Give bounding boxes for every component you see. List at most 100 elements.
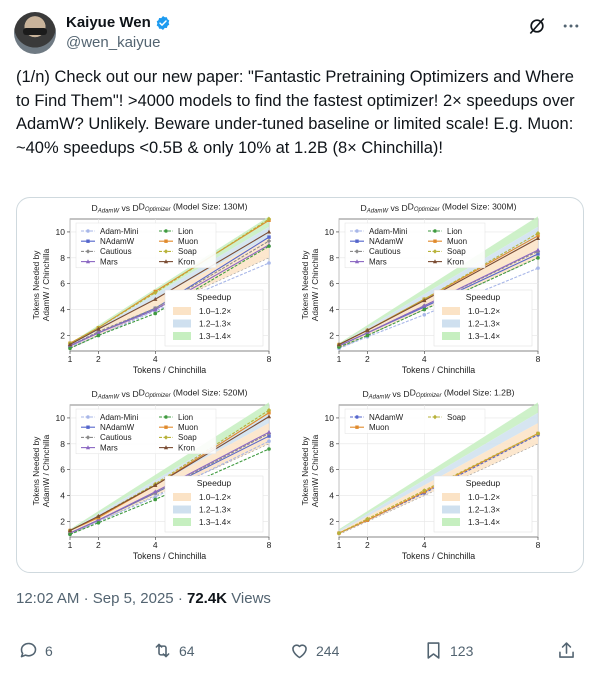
series-line [69,240,270,347]
data-point [96,330,101,335]
speedup-legend: Speedup 1.0–1.2× 1.2–1.3× 1.3–1.4× [433,289,533,347]
speedup-label: 1.0–1.2× [468,493,500,502]
data-point [153,489,158,494]
x-tick-label: 1 [337,354,342,364]
tweet-time[interactable]: 12:02 AM [16,590,80,607]
share-button[interactable] [556,640,577,661]
legend-label: Kron [178,443,195,452]
legend-label: Mars [100,257,118,266]
author-handle[interactable]: @wen_kaiyue [66,34,161,51]
data-point [153,497,158,502]
speedup-label: 1.3–1.4× [199,332,231,341]
action-bar: 6 64 244 123 [18,640,578,664]
like-button[interactable]: 244 [289,640,339,661]
y-axis-label-line-2: AdamW / Chinchilla [41,434,51,507]
speedup-band [70,226,269,346]
speedup-legend-title: Speedup [466,292,501,302]
x-axis-label: Tokens / Chinchilla [402,365,475,375]
share-icon [559,642,574,658]
y-tick-label: 8 [329,439,334,449]
chart-panel: DAdamW vs DDOptimizer (Model Size: 1.2B)… [300,388,541,562]
legend-label: Lion [178,413,193,422]
speedup-swatch [442,505,460,514]
data-point [432,414,438,420]
speedup-band [339,226,538,346]
speedup-swatch [173,307,191,315]
author-name-row[interactable]: Kaiyue Wen [66,14,171,31]
repost-button[interactable]: 64 [152,640,195,661]
series-line [338,432,539,534]
data-point [365,516,370,522]
y-tick-label: 8 [329,253,334,263]
avatar[interactable] [14,12,56,54]
y-axis-label-line-2: AdamW / Chinchilla [41,248,51,321]
legend-label: NAdamW [100,423,135,432]
tweet-date[interactable]: Sep 5, 2025 [92,590,174,607]
data-point [535,236,541,241]
data-point [68,532,72,537]
header-actions [527,16,581,36]
data-point [68,346,72,351]
speedup-legend-title: Speedup [466,478,501,488]
y-axis-label-line-2: AdamW / Chinchilla [310,434,320,507]
data-point [164,239,168,243]
speedup-label: 1.2–1.3× [468,320,500,329]
meta-separator: · [83,590,93,607]
speedup-label: 1.3–1.4× [468,332,500,341]
legend-label: Mars [369,257,387,266]
data-point [365,333,370,338]
x-tick-label: 4 [153,540,158,550]
grok-icon[interactable] [527,16,547,36]
data-point [267,244,271,248]
data-point [355,239,359,243]
speedup-swatch [173,505,191,514]
data-point [163,259,169,264]
legend-label: Cautious [100,433,132,442]
more-options-icon[interactable] [561,16,581,36]
series-line [338,257,539,348]
data-point [96,517,101,522]
bookmark-button[interactable]: 123 [423,640,473,661]
speedup-swatch [173,518,191,526]
verified-badge-icon [156,15,170,30]
data-point [365,330,370,335]
data-point [355,415,359,419]
y-tick-label: 6 [60,465,65,475]
data-point [85,249,91,254]
meta-separator: · [177,590,187,607]
data-point [266,216,272,222]
speedup-label: 1.2–1.3× [199,506,231,515]
data-point [267,261,271,265]
bookmark-count: 123 [450,642,474,659]
x-tick-label: 8 [267,540,272,550]
legend-label: Adam-Mini [100,413,138,422]
data-point [85,445,91,450]
data-point [86,239,90,243]
series-line [69,262,270,348]
views-count[interactable]: 72.4K [186,590,228,607]
speedup-swatch [173,332,191,340]
series-line [338,249,539,347]
data-point [365,327,370,332]
data-point [536,252,540,256]
y-tick-label: 2 [329,330,334,340]
legend-label: Cautious [369,247,401,256]
speedup-legend: Speedup 1.0–1.2× 1.2–1.3× 1.3–1.4× [433,475,533,533]
speedup-swatch [442,319,460,328]
y-tick-label: 10 [325,227,335,237]
y-axis-label: Tokens Needed by AdamW / Chinchilla [31,248,51,321]
y-axis-label-line-1: Tokens Needed by [31,436,41,506]
x-axis-label: Tokens / Chinchilla [133,365,206,375]
speedup-legend-title: Speedup [197,292,232,302]
tweet-media[interactable]: DAdamW vs DDOptimizer (Model Size: 130M)… [16,197,584,573]
legend-label: Soap [178,247,197,256]
data-point [267,439,271,444]
data-point [96,333,101,338]
author-name[interactable]: Kaiyue Wen [66,14,151,31]
speedup-label: 1.0–1.2× [468,307,500,316]
data-point [86,415,90,419]
reply-button[interactable]: 6 [18,640,53,661]
